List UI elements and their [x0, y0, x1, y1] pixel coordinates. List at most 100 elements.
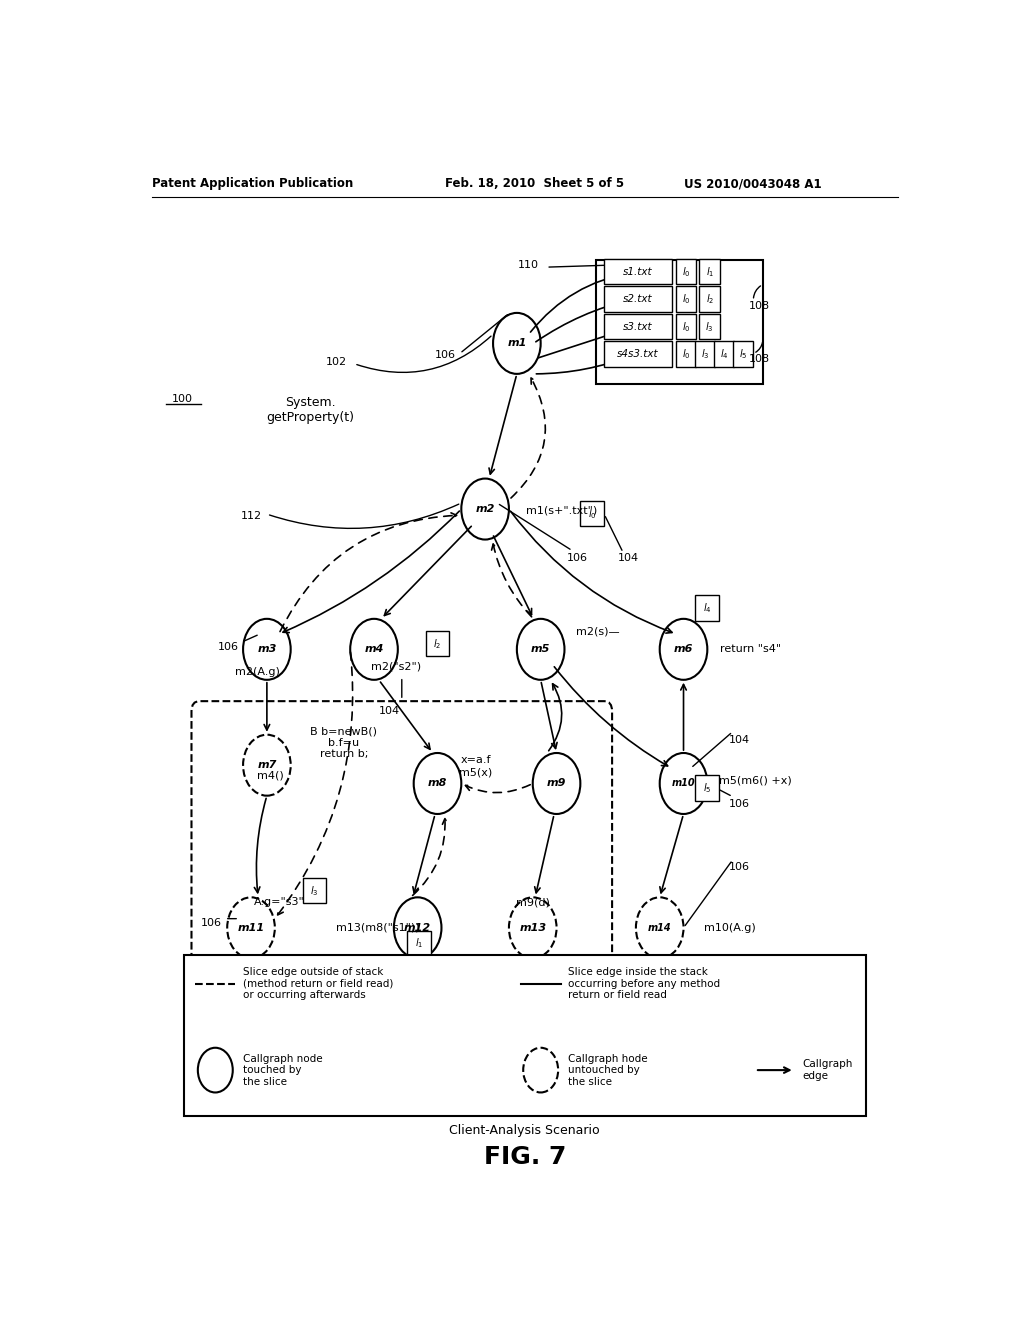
Text: m13(m8("s1")): m13(m8("s1")) — [336, 923, 420, 933]
Text: m2("s2"): m2("s2") — [371, 661, 421, 672]
Text: Feb. 18, 2010  Sheet 5 of 5: Feb. 18, 2010 Sheet 5 of 5 — [445, 177, 625, 190]
Text: Slice edge inside the stack
occurring before any method
return or field read: Slice edge inside the stack occurring be… — [568, 968, 721, 1001]
Text: m4: m4 — [365, 644, 384, 655]
FancyArrowPatch shape — [280, 513, 457, 631]
Text: s1.txt: s1.txt — [623, 267, 652, 277]
Text: 108: 108 — [749, 354, 769, 363]
FancyBboxPatch shape — [699, 314, 720, 339]
Text: m14: m14 — [648, 923, 672, 933]
FancyBboxPatch shape — [426, 631, 450, 656]
FancyArrowPatch shape — [511, 511, 672, 634]
Text: s4s3.txt: s4s3.txt — [617, 348, 658, 359]
Text: m2: m2 — [475, 504, 495, 513]
Text: $l_3$: $l_3$ — [706, 319, 714, 334]
Text: m5: m5 — [531, 644, 550, 655]
Text: US 2010/0043048 A1: US 2010/0043048 A1 — [684, 177, 821, 190]
Text: m6: m6 — [674, 644, 693, 655]
FancyBboxPatch shape — [714, 342, 734, 367]
FancyArrowPatch shape — [283, 511, 460, 632]
Text: m2(A.g): m2(A.g) — [234, 667, 280, 677]
Text: 106: 106 — [728, 799, 750, 809]
Text: 106: 106 — [728, 862, 750, 871]
Text: $l_0$: $l_0$ — [682, 347, 690, 360]
Text: $l_1$: $l_1$ — [415, 937, 423, 950]
Text: Callgraph hode
untouched by
the slice: Callgraph hode untouched by the slice — [568, 1053, 648, 1086]
FancyBboxPatch shape — [596, 260, 763, 384]
Text: m7: m7 — [257, 760, 276, 770]
Text: m8: m8 — [428, 779, 447, 788]
FancyBboxPatch shape — [699, 259, 720, 284]
FancyArrowPatch shape — [554, 667, 668, 766]
Text: B b=newB()
b.f=u
return b;: B b=newB() b.f=u return b; — [310, 726, 378, 759]
FancyBboxPatch shape — [694, 342, 715, 367]
Text: 104: 104 — [617, 553, 639, 562]
FancyArrowPatch shape — [511, 378, 546, 498]
FancyArrowPatch shape — [264, 682, 269, 730]
FancyBboxPatch shape — [699, 286, 720, 312]
Text: $l_0$: $l_0$ — [682, 319, 690, 334]
Text: m13: m13 — [519, 923, 546, 933]
Text: s3.txt: s3.txt — [623, 322, 652, 331]
Text: 104: 104 — [728, 735, 750, 744]
Text: $l_4$: $l_4$ — [720, 347, 728, 360]
Text: m3: m3 — [257, 644, 276, 655]
FancyArrowPatch shape — [466, 784, 530, 792]
Text: m1: m1 — [507, 338, 526, 348]
FancyArrowPatch shape — [413, 817, 434, 892]
Text: 106: 106 — [566, 553, 588, 562]
Text: Patent Application Publication: Patent Application Publication — [152, 177, 353, 190]
FancyBboxPatch shape — [604, 342, 672, 367]
FancyArrowPatch shape — [413, 818, 447, 895]
FancyArrowPatch shape — [494, 536, 531, 615]
FancyBboxPatch shape — [733, 342, 754, 367]
Text: Callgraph
edge: Callgraph edge — [803, 1060, 853, 1081]
FancyBboxPatch shape — [676, 314, 696, 339]
Text: $l_0$: $l_0$ — [682, 265, 690, 279]
Text: m9(d): m9(d) — [516, 898, 550, 907]
Text: m4(): m4() — [257, 771, 285, 780]
Text: m1(s+".txt"): m1(s+".txt") — [526, 506, 598, 515]
Text: m11: m11 — [238, 923, 264, 933]
Text: 102: 102 — [326, 356, 346, 367]
FancyBboxPatch shape — [695, 595, 719, 620]
Text: Callgraph node
touched by
the slice: Callgraph node touched by the slice — [243, 1053, 323, 1086]
Text: $l_5$: $l_5$ — [738, 347, 748, 360]
Text: m10(A.g): m10(A.g) — [703, 923, 756, 933]
FancyBboxPatch shape — [676, 259, 696, 284]
Text: return "s4": return "s4" — [721, 644, 781, 655]
Text: $l_4$: $l_4$ — [703, 601, 712, 615]
FancyBboxPatch shape — [695, 775, 719, 801]
FancyBboxPatch shape — [604, 259, 672, 284]
Text: 112: 112 — [241, 511, 261, 521]
Text: m12: m12 — [404, 923, 431, 933]
Text: 106: 106 — [201, 917, 222, 928]
FancyArrowPatch shape — [254, 799, 266, 892]
Text: 106: 106 — [435, 350, 456, 359]
FancyArrowPatch shape — [278, 652, 352, 915]
FancyArrowPatch shape — [535, 817, 554, 892]
Text: Client-Analysis Scenario: Client-Analysis Scenario — [450, 1123, 600, 1137]
Text: m2(s)—: m2(s)— — [575, 626, 620, 636]
Text: $l_1$: $l_1$ — [706, 265, 714, 279]
FancyArrowPatch shape — [492, 544, 531, 616]
Text: 110: 110 — [518, 260, 540, 271]
Text: FIG. 7: FIG. 7 — [483, 1144, 566, 1168]
Text: $l_0$: $l_0$ — [682, 292, 690, 306]
Text: 100: 100 — [171, 395, 193, 404]
FancyArrowPatch shape — [381, 682, 430, 750]
Text: 106: 106 — [217, 643, 239, 652]
FancyBboxPatch shape — [604, 314, 672, 339]
FancyBboxPatch shape — [581, 500, 604, 527]
Text: System.
getProperty(t): System. getProperty(t) — [266, 396, 354, 425]
FancyArrowPatch shape — [489, 376, 516, 474]
Text: s2.txt: s2.txt — [623, 294, 652, 304]
Text: 108: 108 — [749, 301, 769, 310]
FancyArrowPatch shape — [542, 682, 557, 748]
FancyBboxPatch shape — [676, 342, 696, 367]
FancyArrowPatch shape — [549, 684, 562, 751]
Text: $l_2$: $l_2$ — [433, 636, 441, 651]
FancyBboxPatch shape — [676, 286, 696, 312]
Text: $l_3$: $l_3$ — [310, 884, 318, 898]
Text: $l_0$: $l_0$ — [588, 507, 597, 520]
Text: Slice edge outside of stack
(method return or field read)
or occurring afterward: Slice edge outside of stack (method retu… — [243, 968, 393, 1001]
